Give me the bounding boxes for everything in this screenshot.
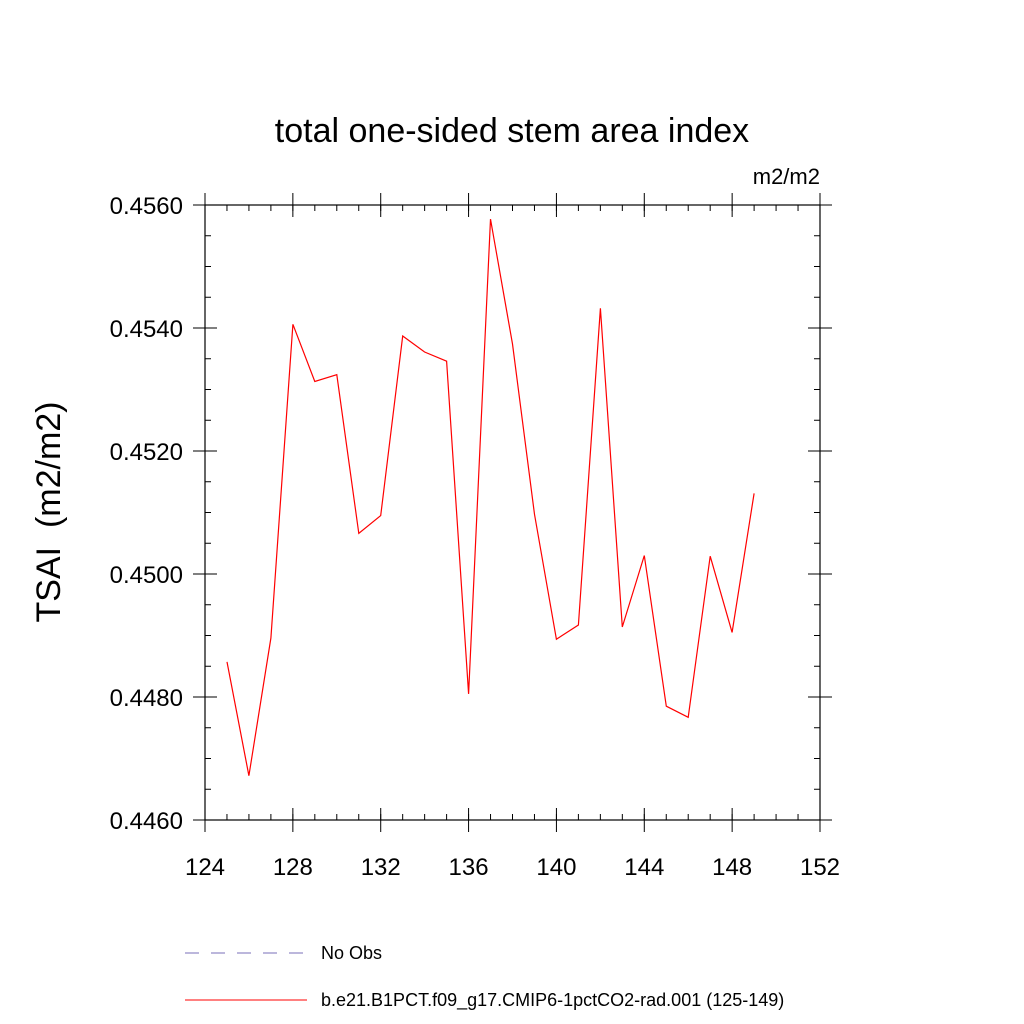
legend-label: No Obs [321,943,382,963]
y-tick-label: 0.4480 [110,685,183,712]
x-tick-label: 140 [536,854,576,881]
y-tick-label: 0.4540 [110,316,183,343]
x-tick-label: 128 [273,854,313,881]
plot-area-frame [204,204,821,821]
y-tick-label: 0.4560 [110,193,183,220]
legend: No Obs b.e21.B1PCT.f09_g17.CMIP6-1pctCO2-… [185,943,784,1011]
series-layer [226,218,755,776]
y-tick-label: 0.4460 [110,808,183,835]
x-tick-label: 132 [361,854,401,881]
y-axis-label: TSAI (m2/m2) [30,401,68,622]
x-tick-label: 152 [800,854,840,881]
x-tick-label: 144 [624,854,664,881]
chart-title: total one-sided stem area index [275,112,749,150]
legend-label: b.e21.B1PCT.f09_g17.CMIP6-1pctCO2-rad.00… [321,990,784,1011]
units-label: m2/m2 [753,164,820,189]
x-tick-label: 136 [449,854,489,881]
y-tick-label: 0.4520 [110,439,183,466]
axis-ticks [193,193,832,832]
x-tick-label: 148 [712,854,752,881]
x-tick-label: 124 [185,854,225,881]
series-line [226,218,755,776]
tick-labels: 124 128 132 136 140 144 148 152 0.4460 0.4480 0.45… [110,193,840,881]
y-tick-label: 0.4500 [110,562,183,589]
